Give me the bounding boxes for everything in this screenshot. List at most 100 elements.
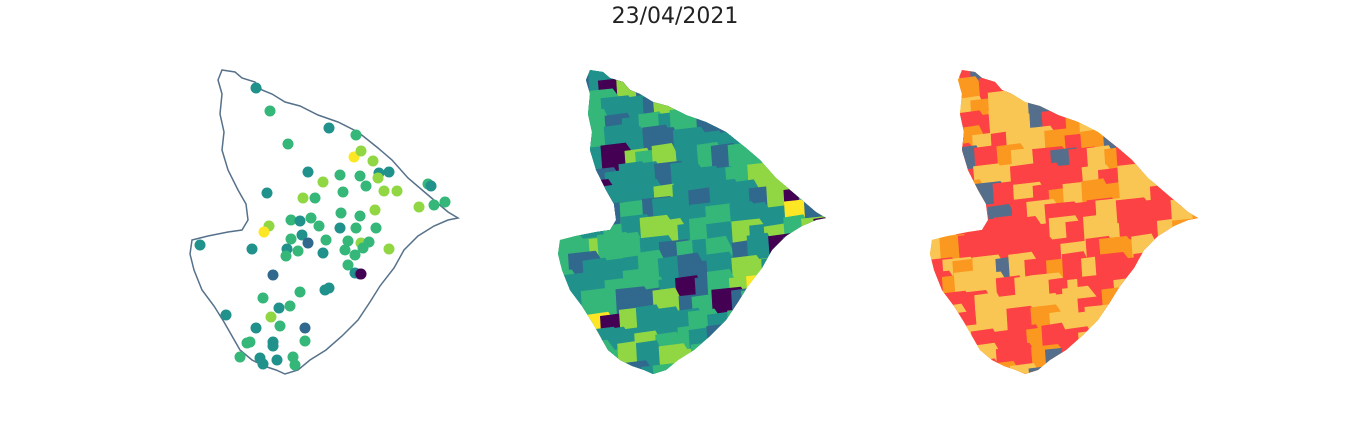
municipality-cell bbox=[802, 70, 826, 94]
municipality-cell bbox=[762, 309, 793, 345]
municipality-cell bbox=[1139, 113, 1182, 153]
station-point bbox=[264, 105, 276, 117]
municipality-cell bbox=[815, 91, 826, 132]
municipality-cell bbox=[759, 95, 795, 133]
municipality-cell bbox=[1156, 237, 1198, 269]
municipality-cell bbox=[713, 70, 746, 95]
municipality-cell bbox=[1120, 93, 1154, 130]
municipality-cell bbox=[766, 322, 806, 354]
municipality-cell bbox=[934, 204, 966, 239]
municipality-cell bbox=[783, 234, 824, 276]
municipality-cell bbox=[1191, 203, 1198, 241]
station-point bbox=[289, 359, 301, 371]
municipality-cell bbox=[713, 357, 747, 374]
municipality-cell bbox=[1209, 271, 1210, 302]
municipality-cell bbox=[761, 256, 793, 300]
municipality-cell bbox=[930, 106, 959, 144]
municipality-cell bbox=[803, 271, 826, 314]
station-point bbox=[313, 220, 325, 232]
municipality-cell bbox=[831, 145, 838, 186]
municipality-cell bbox=[1174, 167, 1198, 211]
municipality-cell bbox=[565, 183, 604, 215]
station-points bbox=[194, 82, 451, 371]
station-point bbox=[285, 214, 297, 226]
station-point bbox=[294, 215, 306, 227]
municipality-cell bbox=[1203, 306, 1210, 347]
municipality-cell bbox=[1097, 70, 1137, 92]
municipality-cell bbox=[940, 165, 972, 208]
municipality-cell bbox=[802, 254, 826, 286]
station-point bbox=[292, 245, 304, 257]
municipality-cell bbox=[558, 200, 592, 237]
municipality-cell bbox=[1097, 93, 1139, 124]
municipality-cell bbox=[1138, 304, 1170, 335]
municipality-cell bbox=[760, 274, 793, 306]
municipality-cell bbox=[1137, 328, 1172, 371]
municipality-cell bbox=[741, 70, 776, 92]
station-point bbox=[271, 354, 283, 366]
station-point bbox=[342, 259, 354, 271]
municipality-cell bbox=[795, 94, 826, 126]
station-point bbox=[439, 196, 451, 208]
municipality-cell bbox=[784, 268, 818, 300]
municipality-cell bbox=[777, 70, 809, 105]
municipality-cell bbox=[1005, 70, 1047, 96]
municipality-cell bbox=[637, 70, 669, 97]
municipality-cell bbox=[821, 202, 826, 245]
municipality-cell bbox=[558, 131, 588, 174]
municipality-cell bbox=[558, 358, 585, 374]
municipality-cell bbox=[779, 365, 821, 374]
station-point bbox=[267, 340, 279, 352]
station-point bbox=[274, 320, 286, 332]
municipality-cell bbox=[1133, 250, 1168, 287]
municipality-cell bbox=[782, 330, 814, 370]
municipality-cell bbox=[745, 345, 786, 374]
municipality-cell bbox=[934, 180, 965, 219]
municipality-cell bbox=[1203, 200, 1210, 241]
municipality-cell bbox=[786, 252, 825, 291]
municipality-cell bbox=[1193, 291, 1198, 327]
municipality-cell bbox=[1078, 73, 1113, 111]
station-point bbox=[258, 226, 270, 238]
municipality-cell bbox=[558, 76, 586, 110]
municipality-cell bbox=[1022, 71, 1060, 104]
municipality-cell bbox=[1191, 240, 1198, 278]
station-point bbox=[305, 212, 317, 224]
municipality-cell bbox=[1171, 217, 1198, 254]
municipality-cell bbox=[731, 93, 762, 126]
municipality-cell bbox=[588, 360, 628, 374]
station-point bbox=[302, 166, 314, 178]
municipality-cell bbox=[768, 233, 801, 266]
municipality-cell bbox=[785, 70, 820, 90]
municipality-cell bbox=[817, 329, 826, 366]
station-point bbox=[369, 204, 381, 216]
municipality-cell bbox=[740, 287, 783, 318]
municipality-cell bbox=[815, 179, 826, 214]
municipality-cell bbox=[730, 70, 761, 91]
municipality-cell bbox=[813, 215, 826, 253]
station-point bbox=[267, 269, 279, 281]
municipality-cell bbox=[723, 346, 766, 374]
municipality-cell bbox=[932, 359, 967, 374]
municipality-cell bbox=[836, 79, 838, 114]
municipality-cell bbox=[1173, 276, 1198, 318]
municipality-cell bbox=[1115, 113, 1149, 149]
municipality-cell bbox=[930, 197, 959, 237]
municipality-cell bbox=[937, 344, 968, 374]
municipality-cell bbox=[930, 346, 949, 374]
municipality-cell bbox=[1096, 331, 1127, 374]
station-point bbox=[360, 180, 372, 192]
municipality-cell bbox=[817, 231, 826, 275]
municipality-cell bbox=[1045, 70, 1079, 89]
municipality-cell bbox=[1137, 363, 1171, 374]
municipality-cell bbox=[816, 144, 826, 187]
municipality-cell bbox=[813, 108, 826, 148]
station-point bbox=[339, 244, 351, 256]
station-point bbox=[257, 358, 269, 370]
station-point bbox=[378, 185, 390, 197]
municipality-cell bbox=[1113, 277, 1147, 311]
municipality-cell bbox=[804, 232, 826, 275]
municipality-cell bbox=[1203, 94, 1210, 131]
municipality-cell bbox=[1204, 361, 1210, 380]
station-point bbox=[265, 311, 277, 323]
